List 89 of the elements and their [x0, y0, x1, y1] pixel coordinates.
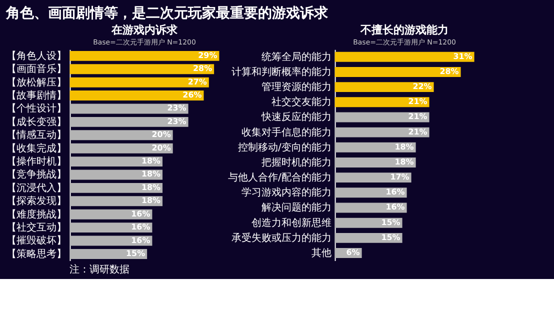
bar	[70, 116, 188, 127]
bar	[334, 232, 402, 243]
y-tick-label: 【画面音乐】	[6, 63, 66, 76]
data-label: 16%	[386, 202, 405, 212]
bar	[70, 77, 209, 88]
bar	[70, 143, 173, 154]
y-tick-label: 收集对手信息的能力	[241, 126, 332, 138]
data-label: 21%	[408, 97, 428, 106]
data-label: 6%	[346, 248, 360, 258]
bar	[334, 127, 430, 138]
bar	[70, 209, 152, 220]
data-label: 18%	[394, 157, 414, 166]
bar	[334, 142, 416, 152]
bar	[334, 158, 416, 168]
data-label: 28%	[192, 64, 212, 74]
y-tick-label: 快速反应的能力	[260, 111, 332, 124]
text: 注：调研数据	[70, 264, 130, 276]
y-tick-label: 【个性设计】	[6, 102, 66, 115]
bar	[70, 156, 163, 167]
data-label: 18%	[141, 196, 161, 206]
data-label: 15%	[126, 248, 146, 258]
y-tick-label: 【故事剧情】	[6, 90, 66, 102]
data-label: 23%	[167, 104, 186, 113]
y-tick-label: 【操作时机】	[6, 156, 66, 168]
bar	[334, 172, 412, 183]
y-tick-label: 【难度挑战】	[6, 208, 66, 220]
data-label: 18%	[141, 170, 161, 179]
data-label: 16%	[131, 222, 150, 232]
y-tick-label: 承受失败或压力的能力	[231, 232, 332, 244]
y-tick-label: 社交交友能力	[271, 96, 332, 108]
chart-title: 在游戏内诉求	[110, 23, 178, 36]
y-tick-label: 【成长变强】	[6, 116, 66, 128]
y-tick-label: 【沉浸代入】	[6, 182, 66, 194]
data-label: 16%	[131, 236, 150, 245]
bar	[70, 248, 148, 259]
y-tick-label: 与他人合作/配合的能力	[228, 172, 332, 184]
y-tick-label: 其他	[311, 247, 332, 260]
data-label: 15%	[381, 218, 400, 227]
bar	[334, 218, 402, 228]
data-label: 27%	[188, 77, 207, 86]
y-tick-label: 统筹全局的能力	[261, 50, 332, 63]
y-tick-label: 把握时机的能力	[261, 156, 332, 168]
data-label: 28%	[440, 66, 459, 76]
data-label: 16%	[386, 188, 405, 197]
y-tick-label: 学习游戏内容的能力	[241, 186, 332, 199]
bar	[334, 52, 474, 62]
data-label: 15%	[381, 232, 400, 242]
data-label: 16%	[131, 209, 150, 218]
bar	[334, 97, 430, 108]
y-tick-label: 解决问题的能力	[261, 202, 332, 214]
bar	[70, 182, 163, 193]
data-label: 17%	[390, 172, 410, 182]
y-tick-label: 【策略思考】	[6, 248, 66, 260]
y-tick-label: 【社交互动】	[6, 222, 66, 234]
data-label: 31%	[453, 52, 472, 61]
bar	[70, 130, 173, 140]
data-label: 20%	[152, 130, 171, 140]
y-tick-label: 【收集完成】	[6, 142, 66, 154]
data-label: 18%	[141, 156, 161, 166]
y-tick-label: 【放松解压】	[6, 76, 66, 88]
bar	[334, 112, 430, 122]
bar	[70, 64, 214, 74]
y-tick-label: 【摧毁破坏】	[6, 234, 66, 247]
data-label: 21%	[408, 112, 428, 122]
bar	[334, 188, 407, 198]
data-label: 20%	[152, 143, 171, 152]
y-tick-label: 【探索发现】	[6, 195, 66, 208]
data-label: 18%	[141, 182, 161, 192]
y-tick-label: 管理资源的能力	[261, 81, 332, 94]
y-tick-label: 【竞争挑战】	[6, 168, 66, 181]
data-label: 23%	[167, 116, 186, 126]
data-label: 26%	[182, 90, 202, 100]
y-tick-label: 【情感互动】	[6, 129, 66, 142]
bar	[334, 82, 434, 92]
chart-title: 不擅长的游戏能力	[360, 23, 449, 36]
data-label: 18%	[394, 142, 414, 152]
y-tick-label: 计算和判断概率的能力	[231, 66, 332, 78]
data-label: 22%	[412, 82, 432, 92]
bar	[70, 196, 163, 206]
y-tick-label: 创造力和创新思维	[251, 216, 332, 229]
bar	[334, 66, 461, 77]
y-tick-label: 控制移动/变向的能力	[238, 141, 332, 154]
data-label: 29%	[198, 50, 218, 60]
text: 角色、画面剧情等，是二次元玩家最重要的游戏诉求	[4, 4, 329, 22]
bar	[70, 50, 220, 61]
y-tick-label: 【角色人设】	[6, 50, 66, 62]
bar	[70, 90, 204, 101]
data-label: 21%	[408, 127, 428, 136]
bar	[70, 222, 152, 233]
